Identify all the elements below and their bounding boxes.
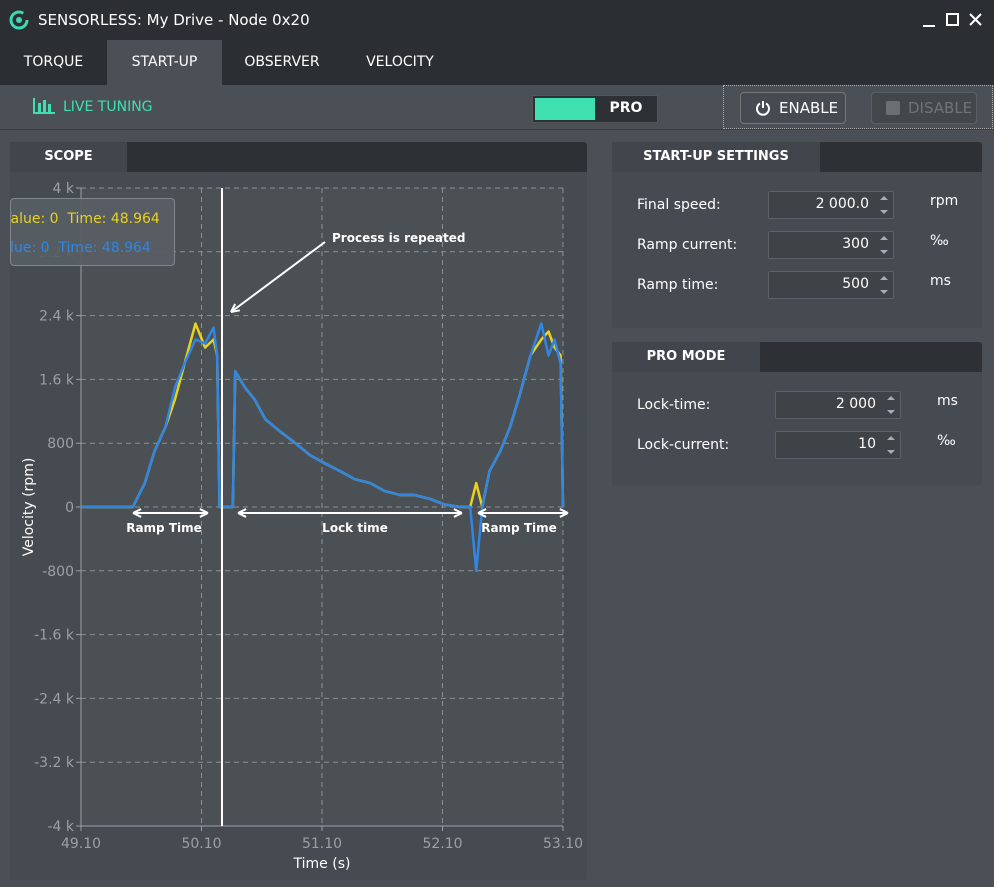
arrow-head <box>132 508 142 518</box>
annotation: Process is repeated <box>332 231 465 245</box>
pro-label: PRO <box>609 100 643 116</box>
series-line <box>81 322 565 573</box>
spinner[interactable] <box>880 275 888 295</box>
x-tick-label: 49.10 <box>61 836 101 852</box>
field-label: Final speed: <box>637 197 721 213</box>
live-tuning-icon <box>33 98 55 114</box>
tab[interactable]: TORQUE <box>23 54 84 70</box>
enable-label: ENABLE <box>779 99 839 117</box>
y-tick-label: -800 <box>42 564 74 580</box>
pro-mode-panel: PRO MODE Lock-time: 2 000 ms Lock-current: 1… <box>612 342 982 485</box>
panel-title: SCOPE <box>10 142 127 172</box>
unit: ms <box>930 273 951 289</box>
spinner-arrows <box>887 396 895 414</box>
input-value: 2 000.0 <box>815 196 869 212</box>
tab[interactable]: OBSERVER <box>244 54 320 70</box>
disable-label: DISABLE <box>908 99 973 117</box>
x-tick-label: 50.10 <box>181 836 221 852</box>
disable-button[interactable]: DISABLE <box>871 92 977 124</box>
y-tick-label: 800 <box>47 436 74 452</box>
power-icon <box>756 101 770 116</box>
startup-panel: START-UP SETTINGS Final speed: 2 000.0 rpm… <box>612 142 982 328</box>
field-label: Ramp current: <box>637 237 738 253</box>
spinner[interactable] <box>880 235 888 255</box>
arrow-head <box>453 508 463 518</box>
number-input[interactable]: 2 000 <box>775 391 901 419</box>
tooltip-line: Value: 0 Time: 48.964 <box>10 240 151 256</box>
y-tick-label: 0 <box>65 500 74 516</box>
spinner-arrows <box>880 236 888 254</box>
number-input[interactable]: 10 <box>775 431 901 459</box>
scope-chart: -4 k -3.2 k -2.4 k -1.6 k -800 0 800 1.6 k 2.4 k… <box>21 181 583 872</box>
input-value: 300 <box>842 236 869 252</box>
stop-icon <box>886 101 900 115</box>
pro-toggle[interactable]: PRO <box>532 95 658 123</box>
toggle-knob <box>535 98 595 120</box>
panel-header: SCOPE <box>10 142 587 172</box>
x-tick-label: 51.10 <box>302 836 342 852</box>
y-tick-label: -4 k <box>47 819 74 835</box>
panel-header: START-UP SETTINGS <box>612 142 982 172</box>
number-input[interactable]: 300 <box>768 231 894 259</box>
arrow <box>230 241 326 313</box>
field-label: Lock-time: <box>637 397 711 413</box>
arrow-head <box>237 508 247 518</box>
tooltip-line: Value: 0 Time: 48.964 <box>10 211 160 227</box>
y-tick-label: 1.6 k <box>39 372 75 388</box>
arrow-head <box>559 508 569 518</box>
x-axis-label: Time (s) <box>293 856 351 872</box>
spinner-arrows <box>887 436 895 454</box>
y-tick-label: 4 k <box>53 181 75 197</box>
unit: ‰ <box>937 433 956 449</box>
spinner[interactable] <box>887 395 895 415</box>
spinner-arrows <box>880 276 888 294</box>
y-tick-label: 2.4 k <box>39 309 75 325</box>
y-tick-label: -2.4 k <box>34 691 75 707</box>
number-input[interactable]: 2 000.0 <box>768 191 894 219</box>
number-input[interactable]: 500 <box>768 271 894 299</box>
live-tuning[interactable]: LIVE TUNING <box>63 99 153 115</box>
drive-controls <box>723 85 993 129</box>
x-tick-label: 52.10 <box>422 836 462 852</box>
panel-title: PRO MODE <box>612 342 760 372</box>
input-value: 2 000 <box>835 396 876 412</box>
arrow-head <box>230 303 241 313</box>
input-value: 500 <box>842 276 869 292</box>
panel-title: START-UP SETTINGS <box>612 142 820 172</box>
spinner[interactable] <box>880 195 888 215</box>
annotation: Ramp Time <box>126 521 202 535</box>
unit: ‰ <box>930 233 949 249</box>
title-bar: SENSORLESS: My Drive - Node 0x20 <box>0 0 994 40</box>
annotation: Lock time <box>322 521 388 535</box>
y-axis-label: Velocity (rpm) <box>21 458 37 557</box>
app-icon <box>9 10 29 30</box>
window-controls[interactable] <box>920 12 986 28</box>
x-tick-label: 53.10 <box>543 836 583 852</box>
toolbar: LIVE TUNING PRO ENABLE DISABLE <box>0 85 994 130</box>
y-tick-label: -3.2 k <box>34 755 75 771</box>
unit: rpm <box>930 193 959 209</box>
field-label: Ramp time: <box>637 277 719 293</box>
tab[interactable]: VELOCITY <box>366 54 434 70</box>
unit: ms <box>937 393 958 409</box>
enable-button[interactable]: ENABLE <box>740 92 846 124</box>
y-tick-label: -1.6 k <box>34 628 75 644</box>
panel-header: PRO MODE <box>612 342 982 372</box>
field-label: Lock-current: <box>637 437 730 453</box>
window-title: SENSORLESS: My Drive - Node 0x20 <box>38 11 310 29</box>
tab-active[interactable]: START-UP <box>107 40 222 85</box>
spinner-arrows <box>880 196 888 214</box>
spinner[interactable] <box>887 435 895 455</box>
arrow-head <box>199 508 209 518</box>
annotation: Ramp Time <box>481 521 557 535</box>
scope-tooltip: Value: 0 Time: 48.964 Value: 0 Time: 48.… <box>10 198 175 266</box>
arrow-head <box>477 508 487 518</box>
input-value: 10 <box>858 436 876 452</box>
